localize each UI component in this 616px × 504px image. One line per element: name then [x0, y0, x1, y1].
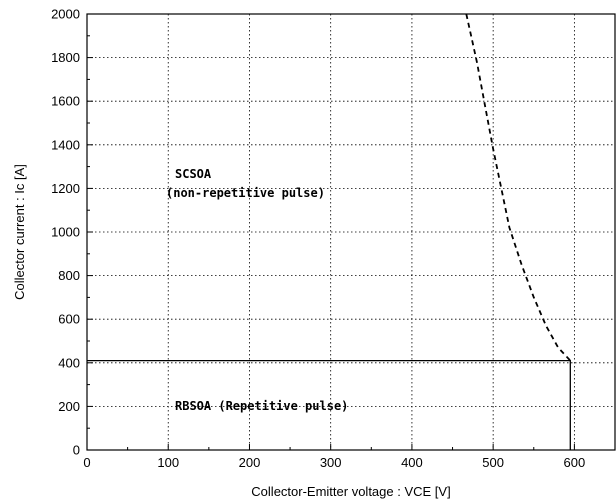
x-tick-label: 200 — [239, 455, 261, 470]
scsoa-title-label: SCSOA — [175, 167, 212, 181]
y-tick-label: 1600 — [51, 94, 80, 109]
y-tick-label: 0 — [73, 443, 80, 458]
y-tick-label: 1000 — [51, 225, 80, 240]
y-tick-label: 600 — [58, 312, 80, 327]
scsoa-boundary-line — [465, 13, 571, 362]
scsoa-subtitle-label: (non-repetitive pulse) — [166, 186, 325, 200]
y-tick-label: 1400 — [51, 137, 80, 152]
grid — [87, 14, 615, 450]
y-tick-label: 200 — [58, 399, 80, 414]
y-axis-title: Collector current : Ic [A] — [12, 164, 27, 300]
y-tick-label: 2000 — [51, 7, 80, 22]
y-tick-label: 1800 — [51, 50, 80, 65]
x-tick-label: 400 — [401, 455, 423, 470]
series-layer — [87, 13, 571, 450]
x-tick-label: 100 — [157, 455, 179, 470]
x-tick-label: 300 — [320, 455, 342, 470]
rbsoa-boundary-line — [87, 359, 571, 450]
x-axis-title: Collector-Emitter voltage : VCE [V] — [251, 484, 450, 499]
y-tick-label: 1200 — [51, 181, 80, 196]
x-tick-label: 500 — [482, 455, 504, 470]
ticks — [86, 13, 575, 451]
rbsoa-label: RBSOA (Repetitive pulse) — [175, 399, 348, 413]
x-tick-label: 0 — [83, 455, 90, 470]
y-tick-label: 400 — [58, 355, 80, 370]
y-tick-label: 800 — [58, 268, 80, 283]
tick-labels: 0 100 200 300 400 500 600 0 200 400 600 800 1000 1200… — [51, 7, 585, 471]
x-tick-label: 600 — [564, 455, 586, 470]
